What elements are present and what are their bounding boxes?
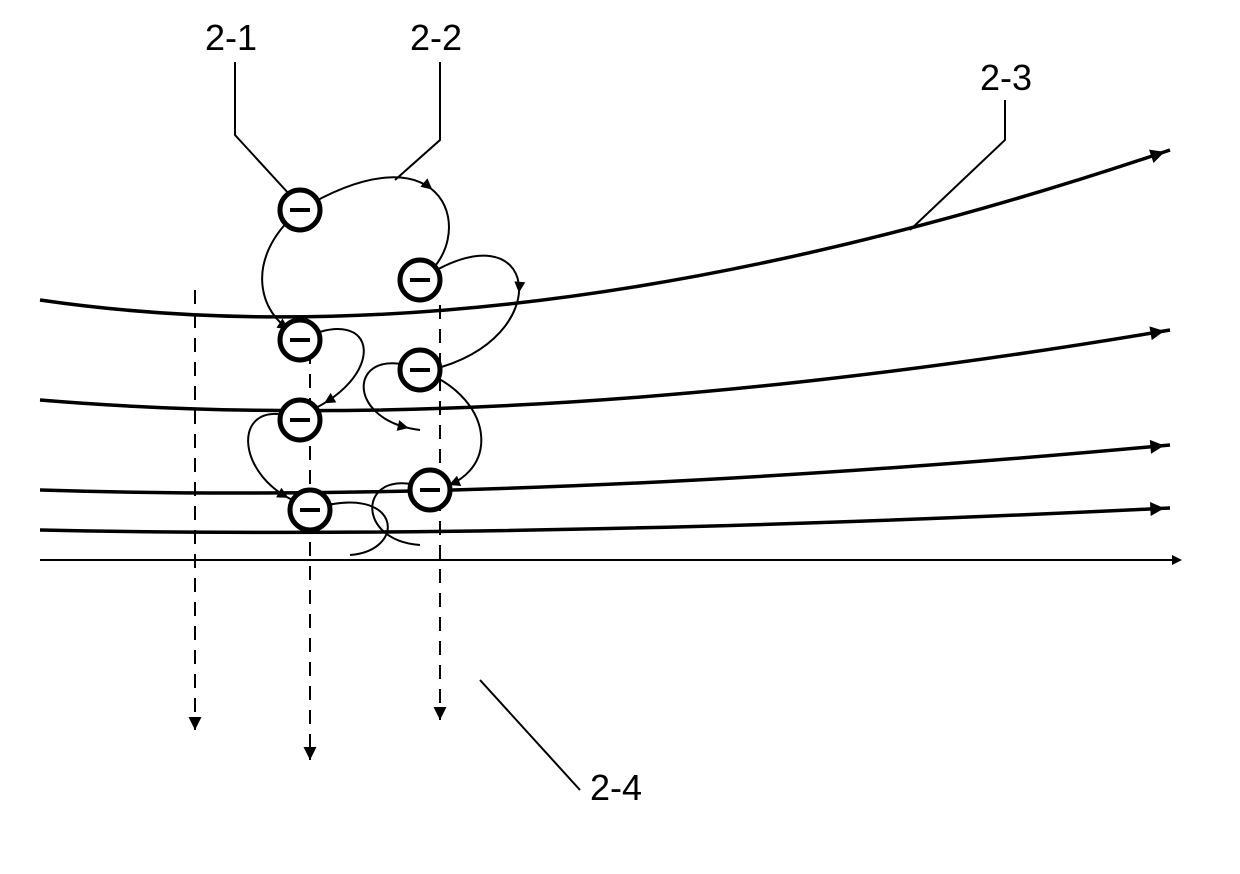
arrowhead-icon [397,420,409,431]
electron-icon [280,320,320,360]
diagram-canvas: 2-1 2-2 2-3 2-4 [0,0,1240,874]
arrowhead-icon [1150,440,1165,454]
arrowhead-icon [1150,502,1164,516]
electron-icon [280,400,320,440]
arrowhead-icon [1149,150,1165,163]
arrowhead-icon [434,707,447,720]
electron-icon [400,350,440,390]
arrowhead-icon [189,717,202,730]
leader-line [480,680,580,790]
arrowhead-icon [304,747,317,760]
electron-icon [280,190,320,230]
electron-icon [400,260,440,300]
magnetic-field-line [40,330,1170,411]
arrowhead-icon [514,281,525,292]
arrowhead-icon [324,393,336,403]
leader-line [910,100,1005,230]
callout-label: 2-1 [205,17,257,58]
callout-label: 2-3 [980,57,1032,98]
callout-label: 2-2 [410,17,462,58]
leader-line [235,62,290,195]
electron-icon [290,490,330,530]
arrowhead-icon [1149,326,1164,340]
callout-label: 2-4 [590,767,642,808]
electron-icon [410,470,450,510]
leader-line [395,62,440,180]
magnetic-field-line [40,150,1170,317]
magnetic-field-line [40,445,1170,493]
magnetic-field-line [40,508,1170,532]
